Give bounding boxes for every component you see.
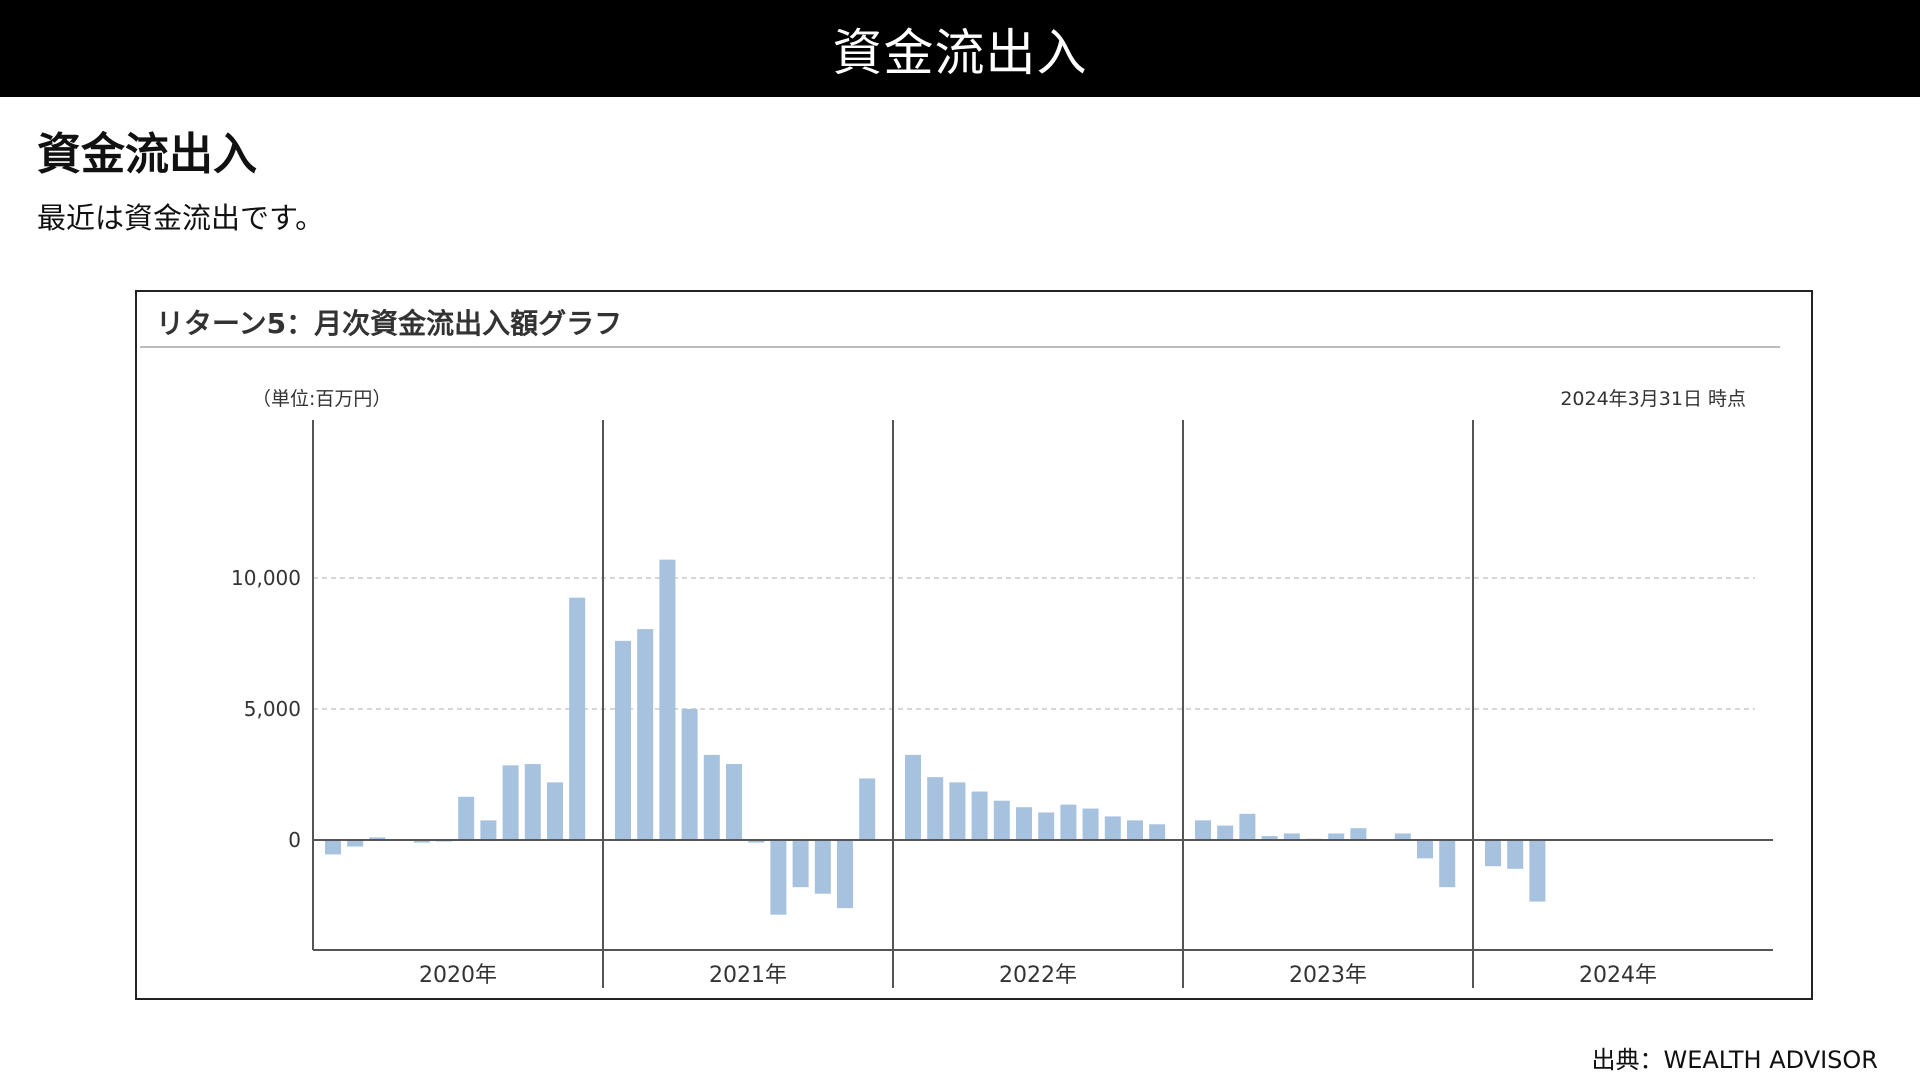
bar — [325, 840, 341, 855]
as-of-date-label: 2024年3月31日 時点 — [1560, 388, 1746, 410]
x-tick-label: 2022年 — [999, 963, 1077, 988]
bar — [547, 782, 563, 840]
bar — [814, 840, 831, 894]
slide-header: 資金流出入 — [0, 0, 1920, 97]
bar — [859, 778, 876, 840]
chart-title: リターン5：月次資金流出入額グラフ — [156, 307, 623, 340]
bar — [1283, 833, 1300, 840]
bar — [1239, 813, 1256, 840]
section-description: 最近は資金流出です。 — [37, 201, 325, 235]
bar — [726, 764, 742, 840]
bar — [458, 796, 475, 840]
bar — [480, 820, 497, 840]
x-tick-label: 2020年 — [419, 963, 497, 988]
bar — [770, 840, 787, 915]
bar — [1082, 808, 1099, 840]
bar — [1016, 807, 1032, 840]
bar — [1439, 840, 1456, 888]
bar — [792, 840, 809, 888]
bar — [703, 754, 720, 840]
slide-title: 資金流出入 — [832, 23, 1088, 82]
unit-label: （単位:百万円） — [252, 388, 392, 410]
bar — [748, 840, 765, 843]
bar — [1060, 804, 1077, 840]
bar — [637, 629, 654, 840]
bar — [1149, 824, 1166, 840]
bar — [1394, 833, 1411, 840]
bar — [659, 559, 676, 840]
section-heading: 資金流出入 — [37, 129, 257, 180]
bar — [1195, 820, 1211, 840]
bar — [1417, 840, 1433, 859]
bar — [1261, 836, 1278, 840]
bar — [905, 754, 921, 840]
y-tick-label: 0 — [288, 828, 301, 852]
x-tick-label: 2024年 — [1579, 963, 1657, 988]
bar — [1104, 816, 1121, 840]
bar — [1485, 840, 1501, 867]
bar — [949, 782, 966, 840]
bar — [1350, 828, 1367, 840]
bar — [1038, 812, 1055, 840]
bar — [524, 764, 541, 840]
chart-title-divider — [140, 346, 1780, 348]
bar — [615, 640, 631, 840]
bar — [502, 765, 519, 840]
bar — [1217, 825, 1234, 840]
x-tick-label: 2023年 — [1289, 963, 1367, 988]
bar — [1529, 840, 1546, 902]
bar — [971, 791, 988, 840]
y-tick-label: 10,000 — [231, 566, 301, 590]
bar — [569, 597, 586, 840]
bar — [1127, 820, 1143, 840]
bar — [369, 837, 386, 840]
bar — [413, 840, 430, 843]
source-credit: 出典：WEALTH ADVISOR — [1591, 1046, 1879, 1074]
bar — [347, 840, 364, 847]
bar — [1507, 840, 1524, 869]
fund-flow-bar-chart: 0 5,000 10,000 2020年 2021年 2022年 2023年 2024年 — [231, 420, 1773, 988]
bar — [1328, 833, 1345, 840]
bar — [927, 777, 944, 840]
bar — [837, 840, 853, 909]
x-tick-label: 2021年 — [709, 963, 787, 988]
bar — [681, 709, 698, 840]
bar — [993, 800, 1010, 840]
y-tick-label: 5,000 — [244, 697, 301, 721]
chart-panel: リターン5：月次資金流出入額グラフ （単位:百万円） 2024年3月31日 時点… — [135, 290, 1813, 1000]
